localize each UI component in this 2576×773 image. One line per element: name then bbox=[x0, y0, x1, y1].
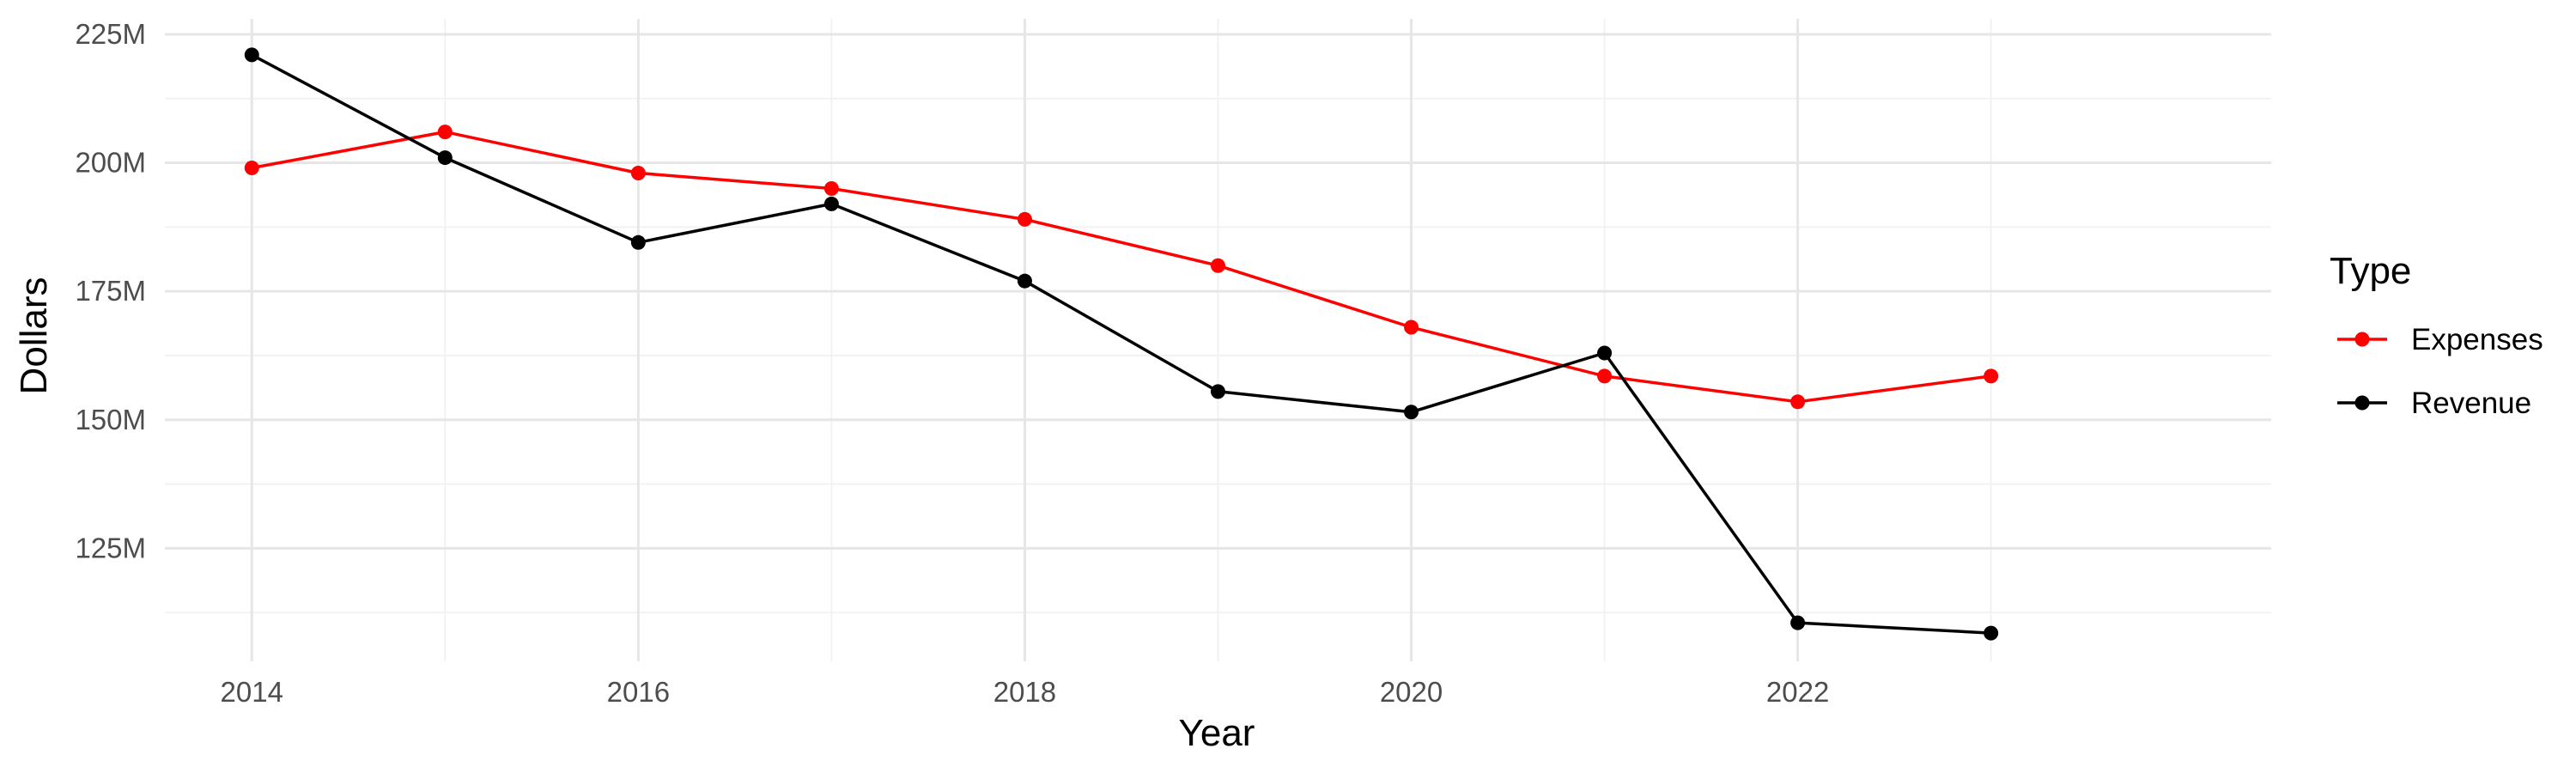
data-point-expenses bbox=[1017, 211, 1032, 227]
data-point-expenses bbox=[1404, 320, 1419, 335]
data-point-revenue bbox=[1211, 384, 1225, 399]
data-point-revenue bbox=[244, 47, 259, 63]
data-point-expenses bbox=[823, 180, 839, 196]
data-point-revenue bbox=[1790, 615, 1806, 630]
series-expenses bbox=[244, 125, 1999, 410]
y-tick-label: 175M bbox=[75, 275, 146, 307]
data-point-expenses bbox=[1211, 258, 1225, 273]
data-point-expenses bbox=[244, 161, 259, 176]
data-point-expenses bbox=[1984, 368, 1999, 384]
data-point-expenses bbox=[1790, 394, 1806, 410]
y-axis-tick-labels: 125M 150M 175M 200M 225M bbox=[75, 18, 146, 563]
data-point-revenue bbox=[1984, 625, 1999, 641]
data-point-revenue bbox=[1597, 345, 1613, 361]
series-line-expenses bbox=[251, 130, 1991, 404]
x-tick-label: 2014 bbox=[221, 676, 283, 708]
x-tick-label: 2018 bbox=[993, 676, 1056, 708]
x-tick-label: 2022 bbox=[1766, 676, 1829, 708]
x-tick-label: 2020 bbox=[1380, 676, 1443, 708]
y-tick-label: 150M bbox=[75, 404, 146, 435]
y-tick-label: 225M bbox=[75, 18, 146, 50]
x-tick-label: 2016 bbox=[607, 676, 670, 708]
grid bbox=[165, 19, 2271, 661]
legend-item-revenue: Revenue bbox=[2337, 386, 2531, 420]
legend-items: Expenses Revenue bbox=[2337, 323, 2543, 420]
data-point-expenses bbox=[1597, 368, 1613, 384]
legend-label: Revenue bbox=[2411, 386, 2531, 420]
y-tick-label: 200M bbox=[75, 147, 146, 179]
legend-key-point bbox=[2354, 332, 2370, 347]
data-point-revenue bbox=[823, 196, 839, 211]
legend-item-expenses: Expenses bbox=[2337, 323, 2543, 356]
y-tick-label: 125M bbox=[75, 532, 146, 563]
x-axis-tick-labels: 2014 2016 2018 2020 2022 bbox=[221, 676, 1830, 708]
data-point-revenue bbox=[1017, 273, 1032, 289]
data-point-revenue bbox=[437, 150, 453, 166]
legend-key-point bbox=[2354, 395, 2370, 411]
data-point-revenue bbox=[630, 234, 646, 250]
legend-title: Type bbox=[2330, 250, 2411, 292]
y-axis-title: Dollars bbox=[13, 277, 55, 395]
data-point-revenue bbox=[1404, 405, 1419, 420]
legend: Type Expenses Revenue bbox=[2330, 250, 2543, 420]
data-point-expenses bbox=[630, 166, 646, 181]
legend-label: Expenses bbox=[2411, 323, 2543, 356]
series-layer bbox=[244, 47, 1999, 641]
data-point-expenses bbox=[437, 125, 453, 140]
series-line-revenue bbox=[251, 53, 1991, 635]
x-axis-title: Year bbox=[1179, 712, 1255, 754]
series-revenue bbox=[244, 47, 1999, 641]
